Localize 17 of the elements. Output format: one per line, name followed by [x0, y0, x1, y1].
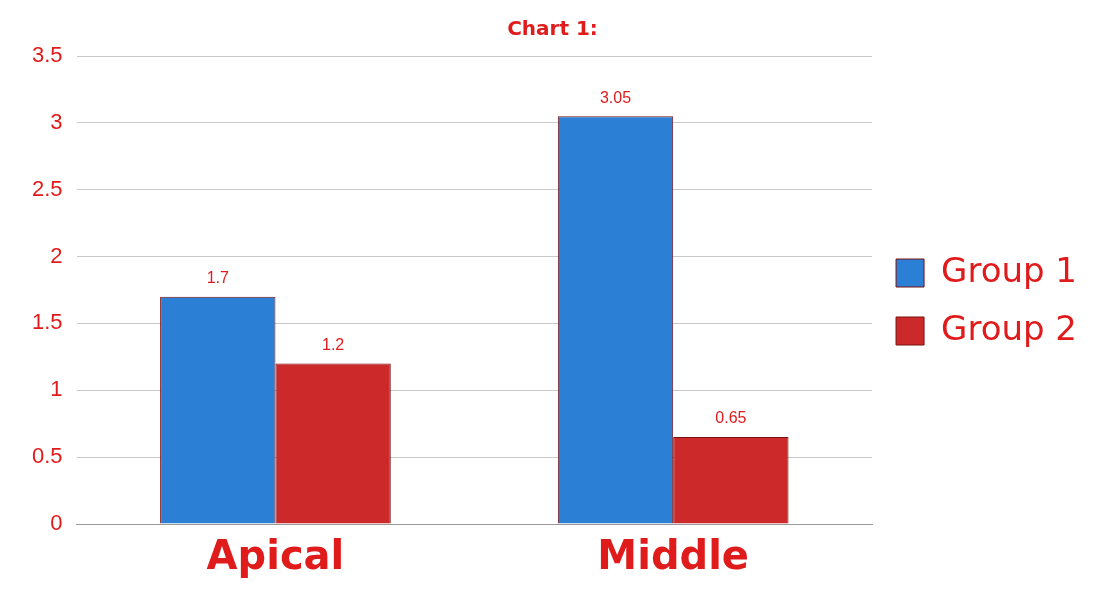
data-label: 1.2	[322, 335, 345, 353]
y-tick-label: 1	[50, 376, 63, 402]
y-tick-label: 0	[50, 510, 63, 536]
legend-label: Group 1	[941, 249, 1077, 290]
data-label: 1.7	[206, 269, 229, 287]
data-label: 0.65	[715, 409, 747, 427]
legend-label: Group 2	[941, 307, 1077, 348]
x-tick-label: Apical	[206, 532, 345, 579]
chart-title: Chart 1:	[507, 16, 598, 41]
y-tick-label: 3.5	[31, 42, 63, 68]
y-tick-label: 0.5	[31, 443, 63, 469]
y-tick-label: 1.5	[31, 309, 63, 335]
data-label: 3.05	[599, 88, 632, 106]
x-tick-label: Middle	[597, 532, 749, 579]
y-tick-label: 2.5	[31, 175, 63, 201]
y-tick-label: 2	[50, 242, 63, 268]
y-tick-label: 3	[50, 108, 63, 134]
